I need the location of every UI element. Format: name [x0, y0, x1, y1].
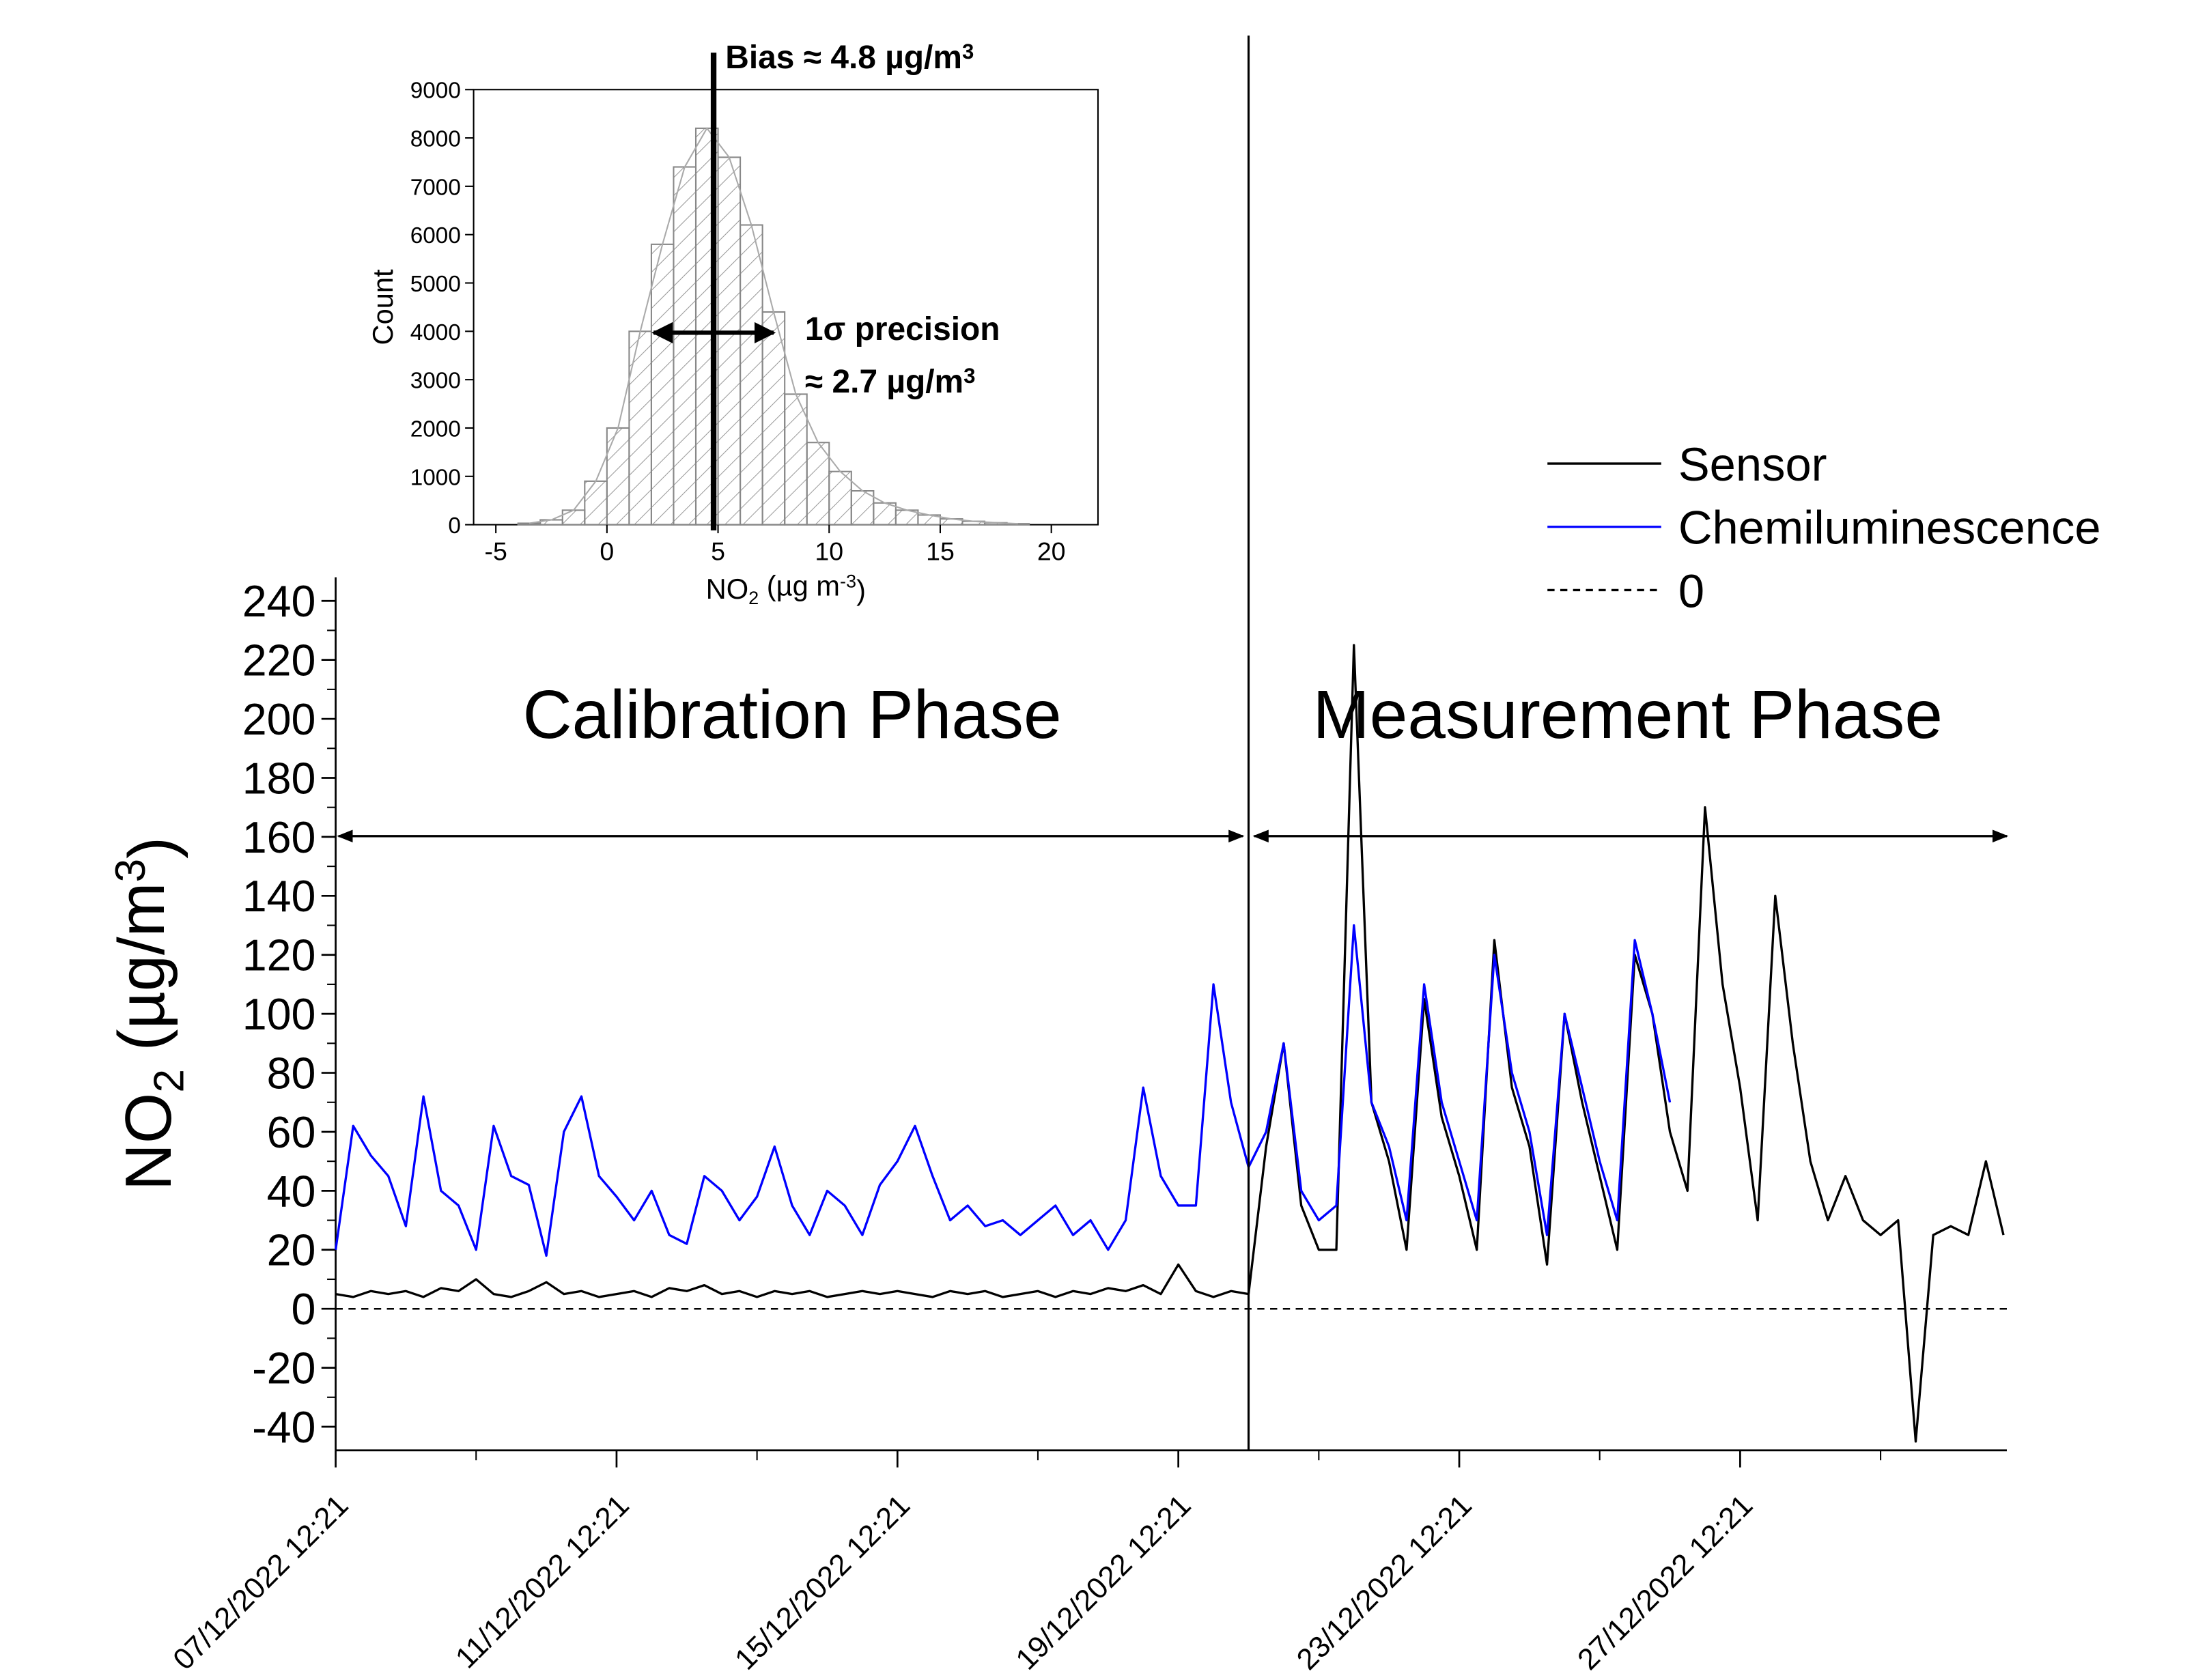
inset-y-label: Count [367, 269, 399, 345]
inset-y-tick-label: 1000 [410, 465, 461, 490]
precision-value-label: ≈ 2.7 µg/m3 [805, 364, 976, 400]
histogram-bar [717, 156, 742, 526]
y-axis-label-part: ) [115, 837, 188, 859]
y-tick-label: 60 [267, 1108, 316, 1157]
inset-y-tick-label: 6000 [410, 223, 461, 248]
precision-value-label-part: 3 [963, 364, 975, 388]
inset-x-label: NO2 (µg m-3) [706, 570, 866, 608]
y-tick-label: 120 [242, 931, 316, 980]
x-tick-label: 07/12/2022 12:21 [167, 1488, 354, 1676]
histogram-bar [673, 166, 697, 526]
inset-y-tick-label: 8000 [410, 127, 461, 152]
y-axis-label-part: (µg/m [105, 883, 178, 1069]
histogram-bar [606, 427, 630, 526]
histogram-bar [561, 509, 586, 526]
bias-label: Bias ≈ 4.8 µg/m3 [725, 40, 974, 76]
inset-y-tick-label: 4000 [410, 320, 461, 345]
inset-x-label-part: ) [856, 574, 866, 606]
legend-label: Sensor [1678, 438, 1827, 491]
y-tick-label: 220 [242, 636, 316, 685]
inset-x-label-part: 2 [748, 587, 759, 608]
inset-y-tick-label: 0 [448, 513, 461, 539]
inset-x-tick-label: 0 [600, 537, 614, 566]
inset-x-tick-label: 15 [926, 537, 955, 566]
inset-y-tick-label: 5000 [410, 272, 461, 297]
inset-x-label-part: -3 [840, 570, 856, 591]
inset-x-tick-label: 5 [711, 537, 725, 566]
x-tick-label: 19/12/2022 12:21 [1009, 1488, 1197, 1676]
inset-y-tick-label: 3000 [410, 369, 461, 394]
y-tick-label: -40 [252, 1403, 315, 1452]
histogram-bar [584, 480, 608, 526]
bias-label-part: 3 [962, 40, 974, 63]
y-tick-label: -20 [252, 1344, 315, 1393]
y-axis-label-part: 2 [146, 1069, 193, 1093]
inset-y-tick-label: 9000 [410, 79, 461, 104]
histogram-bar [850, 490, 875, 526]
y-tick-label: 160 [242, 813, 316, 862]
y-axis-label-part: 3 [107, 859, 154, 883]
series-line [335, 644, 2005, 1443]
phase-label: Calibration Phase [522, 677, 1061, 753]
inset-y-tick-label: 2000 [410, 416, 461, 442]
inset-x-label-part: NO [706, 573, 748, 605]
inset-x-tick-label: 20 [1037, 537, 1066, 566]
inset-y-tick-label: 7000 [410, 175, 461, 200]
inset-x-tick-label: 10 [815, 537, 843, 566]
histogram-bar [740, 224, 763, 526]
y-tick-label: 140 [242, 872, 316, 921]
y-axis-label-part: NO [112, 1093, 185, 1191]
x-tick-label: 27/12/2022 12:21 [1571, 1488, 1759, 1676]
phase-label: Measurement Phase [1313, 677, 1943, 753]
y-tick-label: 240 [242, 577, 316, 626]
x-tick-label: 23/12/2022 12:21 [1291, 1488, 1478, 1676]
histogram-bar [806, 442, 830, 526]
x-tick-label: 15/12/2022 12:21 [729, 1488, 916, 1676]
inset-x-label-part: (µg m [759, 570, 840, 602]
y-tick-label: 80 [267, 1049, 316, 1098]
histogram-bar [517, 522, 541, 526]
precision-value-label-part: ≈ 2.7 µg/m [805, 364, 963, 400]
y-tick-label: 100 [242, 990, 316, 1039]
y-axis-label: NO2 (µg/m3) [105, 837, 193, 1191]
histogram-bar [650, 243, 675, 526]
x-tick-label: 11/12/2022 12:21 [449, 1488, 636, 1675]
y-tick-label: 20 [267, 1226, 316, 1275]
histogram-bar [761, 311, 786, 526]
histogram-bar [628, 330, 652, 526]
precision-label-part: 1σ precision [805, 311, 1000, 347]
histogram-bar [828, 470, 852, 526]
inset-x-tick-label: -5 [484, 537, 507, 566]
legend-label: 0 [1678, 565, 1704, 617]
legend-label: Chemiluminescence [1678, 502, 2101, 554]
histogram-outline [529, 127, 1018, 525]
y-tick-label: 0 [291, 1285, 315, 1334]
y-tick-label: 200 [242, 695, 316, 744]
y-tick-label: 40 [267, 1167, 316, 1216]
y-tick-label: 180 [242, 754, 316, 803]
histogram-bar [784, 393, 808, 526]
precision-label: 1σ precision [805, 311, 1000, 347]
series-line [334, 924, 1672, 1257]
bias-label-part: Bias ≈ 4.8 µg/m [725, 40, 962, 76]
